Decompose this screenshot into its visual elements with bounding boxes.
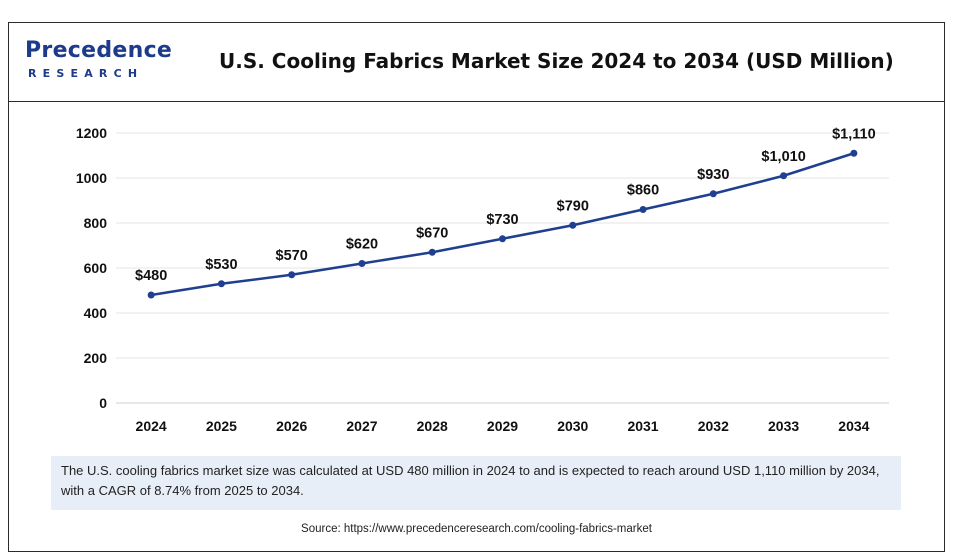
x-tick-label: 2033 [768,418,799,434]
chart-caption: The U.S. cooling fabrics market size was… [51,456,901,510]
data-point [428,248,436,256]
line-chart: 0 200 400 600 800 1000 1200 2024 2025 2026 2027 202… [76,125,889,434]
data-point [639,206,647,213]
data-point [850,149,858,157]
x-tick-label: 2027 [346,418,377,434]
x-tick-label: 2031 [627,418,658,434]
data-label: $860 [627,183,659,199]
x-tick-label: 2024 [136,418,167,434]
data-label: $530 [205,257,237,273]
data-point [569,221,577,229]
data-label: $790 [557,198,589,214]
data-point [499,235,506,243]
logo-subtitle: RESEARCH [28,67,144,80]
logo-wordmark: Precedence [25,38,173,63]
precedence-research-logo: Precedence RESEARCH [25,38,172,88]
data-point [147,291,155,299]
data-point [780,172,788,180]
x-tick-label: 2028 [417,418,448,434]
data-point [709,190,717,198]
x-tick-label: 2029 [487,418,518,434]
x-tick-label: 2032 [698,418,729,434]
y-tick-label: 600 [84,260,108,276]
source-note: Source: https://www.precedenceresearch.c… [301,523,652,535]
data-label: $620 [346,237,378,253]
x-tick-label: 2025 [206,418,237,434]
data-label: $670 [416,225,448,241]
data-label: $1,110 [832,126,876,142]
chart-title: U.S. Cooling Fabrics Market Size 2024 to… [219,49,894,73]
x-tick-label: 2026 [276,418,307,434]
data-point [358,260,366,267]
y-tick-label: 200 [84,350,108,366]
y-tick-label: 800 [84,215,108,231]
x-tick-label: 2030 [557,418,588,434]
chart-frame: Precedence RESEARCH U.S. Cooling Fabrics… [8,22,945,552]
data-label: $1,010 [761,149,805,165]
data-label: $730 [486,212,518,228]
x-tick-label: 2034 [838,418,869,434]
y-tick-label: 400 [84,305,108,321]
y-tick-label: 1000 [76,170,107,186]
data-label: $930 [697,167,729,183]
y-tick-label: 1200 [76,125,107,141]
data-point [217,280,225,288]
data-point [288,271,296,279]
data-label: $570 [276,248,308,264]
data-label: $480 [135,268,167,284]
y-tick-label: 0 [99,395,107,411]
header: Precedence RESEARCH U.S. Cooling Fabrics… [9,23,944,102]
